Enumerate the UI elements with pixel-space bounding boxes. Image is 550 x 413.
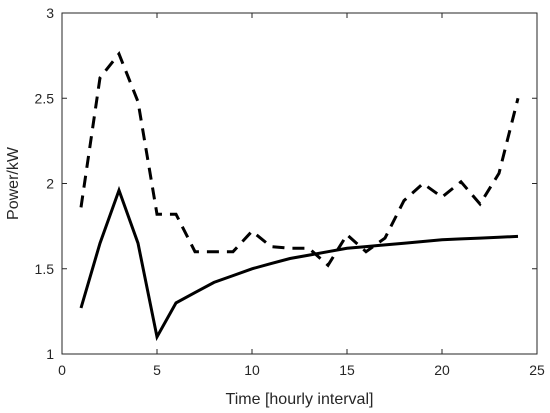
y-axis-title: Power/kW xyxy=(5,146,22,220)
x-tick-label: 0 xyxy=(58,362,66,378)
x-axis: 0 5 10 15 20 25 xyxy=(58,13,545,378)
y-tick-label: 2.5 xyxy=(35,90,55,106)
x-tick-label: 20 xyxy=(434,362,450,378)
x-tick-label: 10 xyxy=(244,362,260,378)
series-layer xyxy=(79,50,520,342)
x-tick-label: 5 xyxy=(153,362,161,378)
plot-area xyxy=(61,12,538,355)
solid-series-line xyxy=(79,185,519,342)
y-tick-label: 2 xyxy=(46,176,54,192)
y-axis: 1 1.5 2 2.5 3 xyxy=(35,5,537,362)
dashed-series-line xyxy=(79,50,520,268)
x-axis-title: Time [hourly interval] xyxy=(226,391,374,408)
y-tick-label: 3 xyxy=(46,5,54,21)
y-tick-label: 1.5 xyxy=(35,261,55,277)
x-tick-label: 25 xyxy=(529,362,545,378)
y-tick-label: 1 xyxy=(46,346,54,362)
x-tick-label: 15 xyxy=(339,362,355,378)
